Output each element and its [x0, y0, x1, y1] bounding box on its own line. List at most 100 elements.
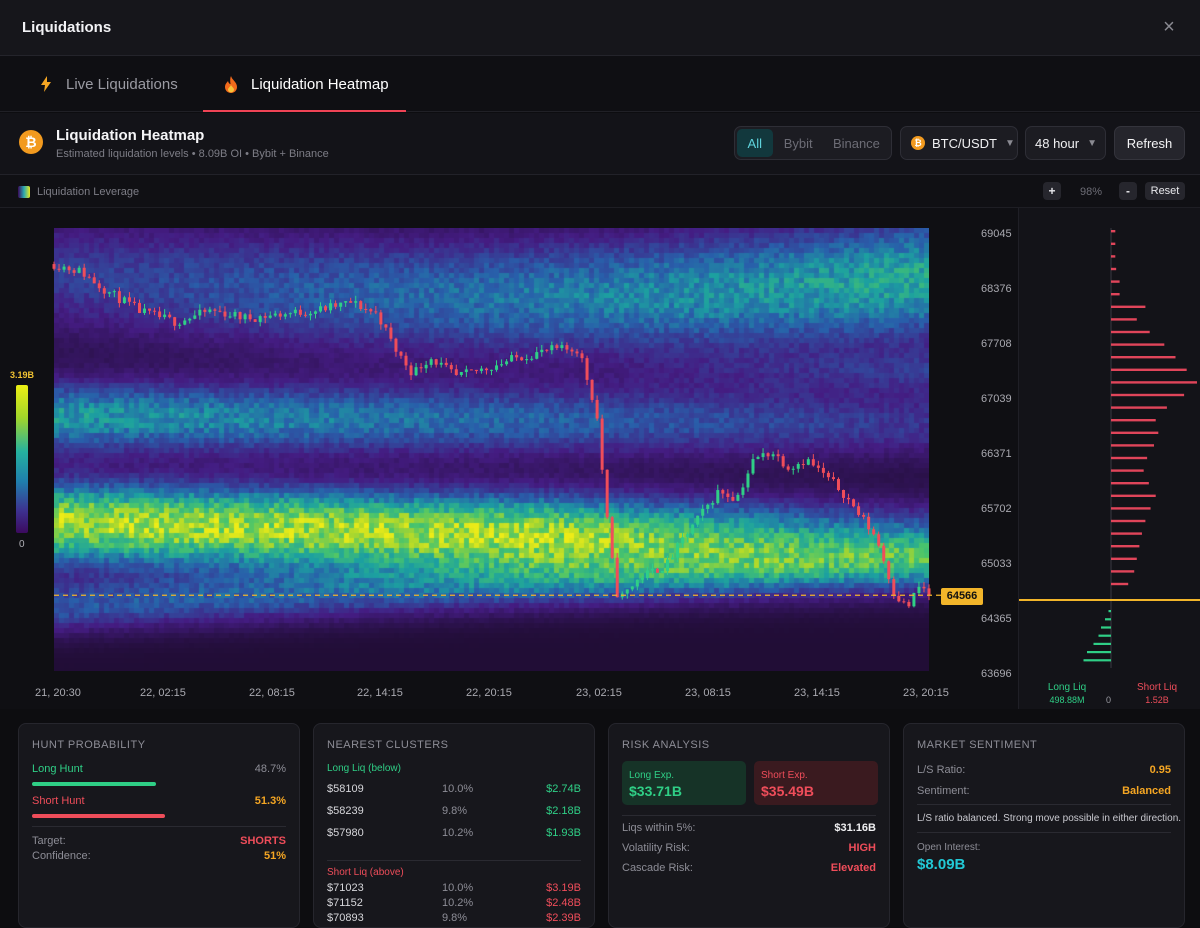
candle-body	[364, 308, 368, 310]
cluster-value: $1.93B	[546, 827, 581, 839]
candle-body	[464, 369, 468, 373]
candle-body	[605, 469, 609, 518]
candle-body	[479, 368, 483, 371]
candle-body	[681, 537, 685, 544]
liquidation-heatmap[interactable]	[54, 228, 929, 671]
source-binance-button[interactable]: Binance	[832, 135, 880, 151]
pair-select[interactable]: ₿ BTC/USDT ▼	[900, 126, 1018, 160]
candle-body	[429, 359, 433, 365]
stats-panels: HUNT PROBABILITY Long Hunt 48.7% Short H…	[0, 709, 1200, 928]
candle-body	[716, 490, 720, 504]
long-exposure-box: Long Exp. $33.71B	[622, 761, 746, 805]
short-liq-bar	[1111, 242, 1116, 245]
candle-body	[263, 316, 267, 318]
page-title: Liquidation Heatmap	[56, 127, 205, 144]
short-liq-bar	[1111, 368, 1187, 371]
risk-analysis-card: RISK ANALYSIS Long Exp. $33.71B Short Ex…	[608, 723, 890, 928]
y-tick-label: 67708	[981, 338, 1012, 350]
candle-body	[625, 589, 629, 594]
candle-body	[188, 318, 192, 321]
candle-body	[454, 369, 458, 375]
candle-body	[248, 314, 252, 320]
target-value: SHORTS	[240, 835, 286, 847]
cluster-pct: 10.2%	[442, 897, 474, 909]
candle-body	[706, 504, 710, 509]
candle-body	[298, 309, 302, 315]
close-icon[interactable]: ×	[1163, 16, 1175, 38]
sentiment-note: L/S ratio balanced. Strong move possible…	[917, 813, 1182, 824]
candle-body	[580, 353, 584, 359]
x-tick-label: 22, 20:15	[466, 687, 512, 699]
tab-live-liquidations[interactable]: Live Liquidations	[36, 56, 178, 112]
source-all-button[interactable]: All	[737, 129, 773, 157]
candle-body	[132, 301, 136, 303]
candle-body	[831, 477, 835, 480]
candle-body	[278, 313, 282, 317]
long-liq-bar	[1098, 634, 1111, 637]
cluster-price: $58109	[327, 783, 364, 795]
zoom-in-button[interactable]: +	[1043, 182, 1061, 200]
short-liq-value: 1.52B	[1145, 695, 1169, 705]
period-select[interactable]: 48 hour ▼	[1025, 126, 1106, 160]
candle-body	[87, 276, 91, 278]
candle-body	[389, 327, 393, 339]
long-liq-label: Long Liq	[1047, 682, 1087, 693]
candle-body	[459, 372, 463, 375]
cluster-price: $57980	[327, 827, 364, 839]
candle-body	[907, 601, 911, 607]
short-liq-bar	[1111, 230, 1116, 233]
candle-body	[308, 313, 312, 316]
candle-body	[701, 508, 705, 516]
candle-body	[877, 534, 881, 546]
candle-body	[122, 297, 126, 304]
cascade-label: Cascade Risk:	[622, 862, 693, 874]
candle-body	[67, 266, 71, 271]
candle-body	[766, 453, 770, 457]
candle-body	[821, 467, 825, 473]
zoom-level: 98%	[1080, 186, 1103, 198]
candle-body	[847, 497, 851, 500]
tab-liquidation-heatmap[interactable]: Liquidation Heatmap	[203, 56, 406, 112]
liquidation-profile-bars	[1019, 228, 1200, 668]
target-label: Target:	[32, 835, 66, 847]
candle-body	[691, 524, 695, 534]
sentiment-label: Sentiment:	[917, 785, 970, 797]
candle-body	[52, 264, 56, 269]
candle-body	[203, 309, 207, 312]
candle-body	[666, 559, 670, 571]
candle-body	[771, 454, 775, 457]
short-hunt-bar	[32, 814, 166, 818]
zoom-reset-button[interactable]: Reset	[1145, 182, 1185, 200]
candle-body	[630, 586, 634, 590]
candle-body	[253, 319, 257, 322]
candle-body	[615, 557, 619, 598]
x-tick-label: 22, 02:15	[140, 687, 186, 699]
candle-body	[490, 369, 493, 371]
heatmap-header: ₿ Liquidation Heatmap Estimated liquidat…	[0, 113, 1200, 175]
source-bybit-button[interactable]: Bybit	[783, 135, 813, 151]
short-liq-bar	[1111, 557, 1137, 560]
long-liq-bar	[1093, 642, 1111, 645]
candle-body	[102, 288, 106, 294]
divider	[32, 826, 286, 827]
short-hunt-value: 51.3%	[254, 795, 286, 807]
candle-body	[857, 506, 861, 515]
candle-body	[741, 487, 745, 495]
colorbar-min-label: 0	[19, 539, 25, 550]
candle-body	[640, 578, 644, 580]
pair-value: BTC/USDT	[932, 135, 997, 151]
bitcoin-icon: ₿	[19, 130, 43, 154]
short-liq-bar	[1111, 519, 1146, 523]
candle-body	[540, 349, 544, 353]
candle-body	[469, 369, 473, 371]
colorbar-max-label: 3.19B	[10, 370, 35, 380]
candle-body	[525, 359, 529, 361]
x-tick-label: 23, 02:15	[576, 687, 622, 699]
candle-body	[751, 459, 755, 474]
zoom-out-button[interactable]: -	[1119, 182, 1137, 200]
candle-body	[218, 310, 222, 312]
refresh-button[interactable]: Refresh	[1114, 126, 1185, 160]
cluster-price: $71023	[327, 882, 364, 894]
short-liq-label: Short Liq	[1136, 682, 1178, 693]
candle-body	[917, 586, 921, 593]
